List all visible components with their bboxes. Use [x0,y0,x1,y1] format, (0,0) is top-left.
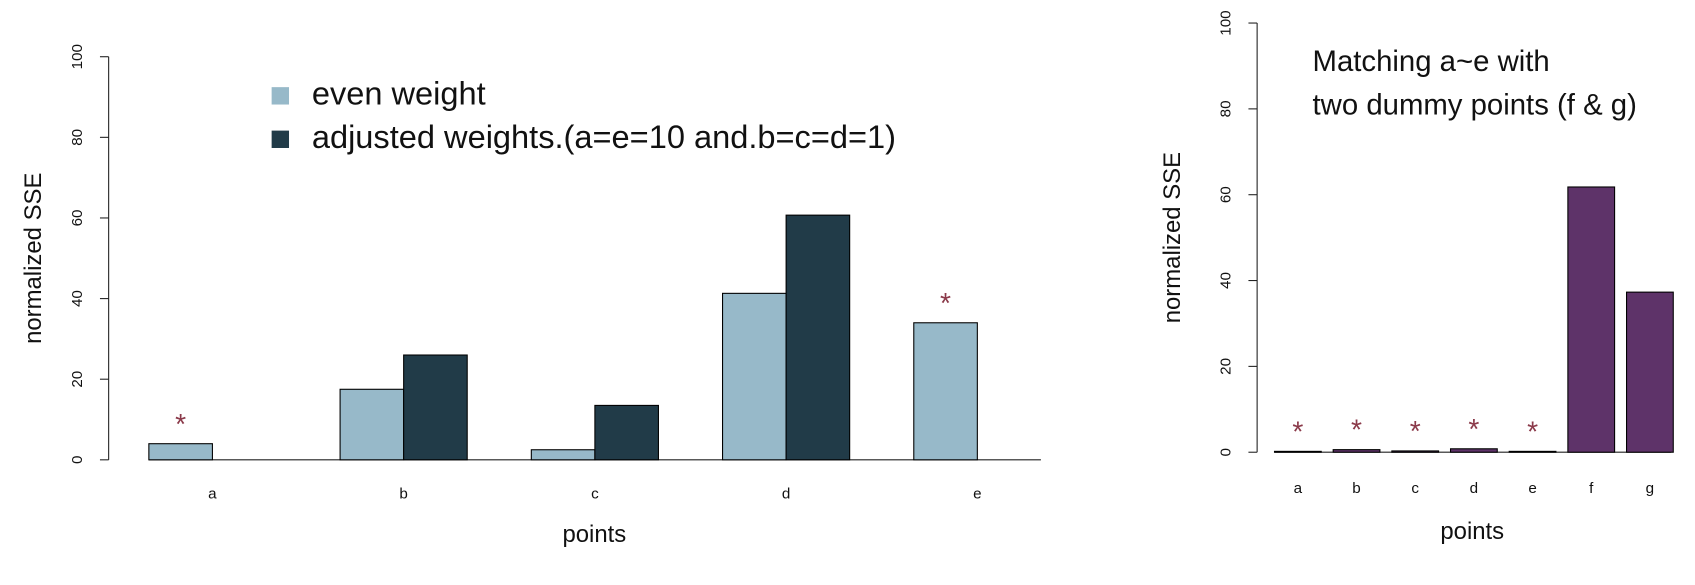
y-tick-label: 100 [69,44,86,69]
y-tick-label: 40 [1218,272,1235,289]
annotation: * [1527,415,1538,447]
bar [1567,186,1616,453]
y-tick-label: 80 [1218,100,1235,117]
y-tick-label: 0 [69,456,86,464]
x-tick-label: d [782,486,790,503]
x-tick-label: c [591,486,599,503]
legend-swatch [271,130,290,148]
bar [148,443,213,461]
x-tick-label: b [1352,480,1360,497]
annotation: * [1410,415,1421,447]
annotation: * [1468,413,1479,445]
y-tick-label: 100 [1218,10,1235,35]
y-tick-label: 0 [1218,448,1235,456]
x-tick-label: e [1528,480,1536,497]
x-axis-label: points [562,521,626,548]
legend-swatch [271,87,290,105]
y-tick-label: 20 [1218,358,1235,375]
x-axis-label: points [1440,518,1504,545]
y-tick-label: 40 [69,290,86,307]
bar [1508,450,1557,453]
bar [530,449,596,461]
bar [1273,450,1322,453]
bar [722,292,787,461]
legend-label: adjusted weights.(a=e=10 and.b=c=d=1) [312,118,896,155]
y-tick-label: 20 [69,371,86,388]
bar [403,354,468,461]
x-tick-label: b [399,486,407,503]
bar [339,388,405,461]
y-tick-label: 60 [1218,186,1235,203]
bar [594,404,659,461]
y-axis-label: normalized SSE [1159,152,1186,323]
x-tick-label: c [1411,480,1419,497]
x-tick-label: e [973,486,981,503]
x-tick-label: a [208,486,217,503]
annotation: * [175,408,186,440]
bar [1449,448,1498,453]
bar [913,322,978,461]
annotation: * [1351,414,1362,446]
y-tick-label: 60 [69,210,86,227]
note: two dummy points (f & g) [1313,88,1637,121]
x-tick-label: a [1294,480,1303,497]
bar [1626,291,1674,453]
annotation: * [940,287,951,319]
bar [1332,449,1381,453]
bar [785,214,851,461]
note: Matching a~e with [1313,45,1550,78]
x-tick-label: f [1589,480,1594,497]
annotation: * [1292,415,1303,447]
y-axis-label: normalized SSE [20,173,47,344]
x-tick-label: d [1470,480,1478,497]
y-tick-label: 80 [69,129,86,146]
bar [1391,450,1440,453]
x-tick-label: g [1646,480,1654,497]
legend-label: even weight [312,74,486,111]
